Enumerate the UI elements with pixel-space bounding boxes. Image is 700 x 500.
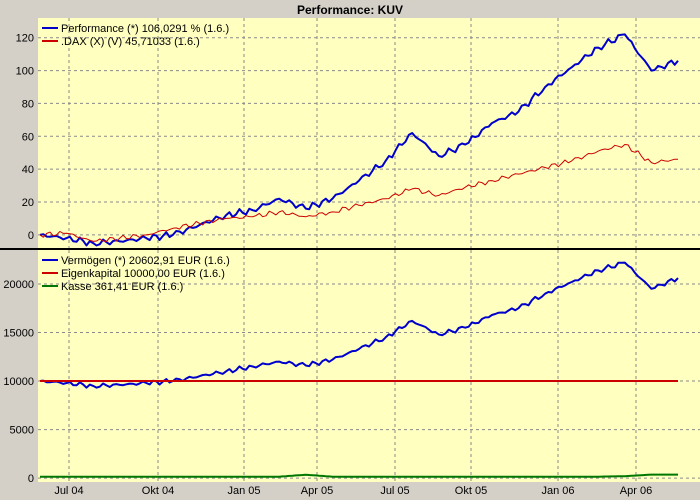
x-tick-label: Jul 05 [380,485,409,497]
performance-y-axis: 0 20 40 60 80 100 120 [16,33,34,242]
legend-entry: Vermögen (*) 20602,91 EUR (1.6.) [61,255,230,267]
wealth-panel: 0 5000 10000 15000 20000 Vermögen (*) 20602,… [3,250,700,485]
y-tick-label: 20000 [3,279,34,291]
y-tick-label: 100 [16,66,34,78]
y-tick-label: 0 [28,473,34,485]
y-tick-label: 10000 [3,376,34,388]
x-tick-label: Jul 04 [54,485,83,497]
y-tick-label: 80 [22,98,34,110]
x-tick-label: Jan 06 [541,485,574,497]
x-tick-label: Okt 04 [142,485,174,497]
x-tick-label: Okt 05 [455,485,487,497]
performance-panel: 0 20 40 60 80 100 120 Performance (*) 106,0291… [16,18,700,248]
x-tick-label: Apr 06 [620,485,652,497]
series-line-2 [39,144,679,242]
performance-series [39,33,679,247]
x-tick-label: Jan 05 [227,485,260,497]
y-tick-label: 120 [16,33,34,45]
series-line-1 [39,33,679,247]
series-line-1 [39,261,679,389]
x-axis: Jul 04 Okt 04 Jan 05 Apr 05 Jul 05 Okt 05 Jan … [54,485,652,497]
wealth-legend: Vermögen (*) 20602,91 EUR (1.6.)Eigenkap… [42,255,230,293]
performance-plot-area [38,18,700,248]
legend-entry: .DAX (X) (V) 45,71033 (1.6.) [61,36,200,48]
legend-entry: Kasse 361,41 EUR (1.6.) [61,281,183,293]
chart-title: Performance: KUV [297,3,403,17]
y-tick-label: 20 [22,197,34,209]
wealth-series [39,261,679,478]
y-tick-label: 15000 [3,328,34,340]
y-tick-label: 40 [22,164,34,176]
wealth-y-axis: 0 5000 10000 15000 20000 [3,279,34,485]
series-line-3 [40,473,678,478]
x-tick-label: Apr 05 [301,485,333,497]
y-tick-label: 60 [22,131,34,143]
performance-legend: Performance (*) 106,0291 % (1.6.).DAX (X… [42,23,229,48]
wealth-plot-area [38,250,700,482]
legend-entry: Performance (*) 106,0291 % (1.6.) [61,23,229,35]
y-tick-label: 5000 [10,425,34,437]
y-tick-label: 0 [28,230,34,242]
legend-entry: Eigenkapital 10000,00 EUR (1.6.) [61,268,225,280]
